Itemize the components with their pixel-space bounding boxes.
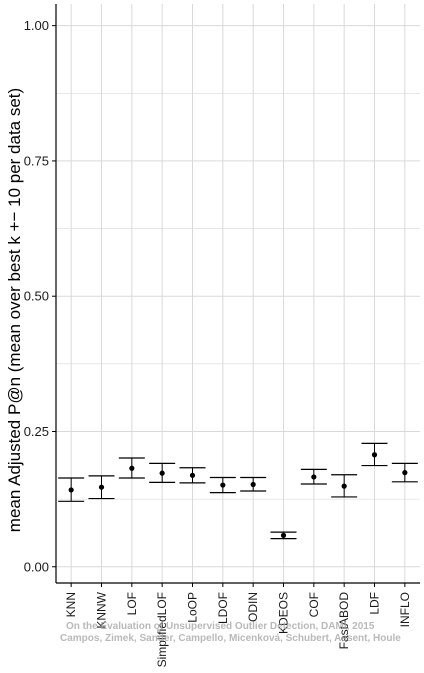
errorbar-2 (118, 457, 145, 479)
mean-point-4 (189, 472, 196, 478)
mean-point-10 (371, 452, 378, 458)
errorbar-7 (270, 531, 297, 540)
watermark-line-1: On the Evaluation of Unsupervised Outlie… (66, 621, 375, 632)
mean-point-5 (220, 482, 226, 488)
x-tick-label-5: LDOF (216, 592, 230, 624)
x-tick-label-4: LoOP (186, 592, 200, 623)
x-tick-label-9: FastABOD (337, 592, 351, 650)
x-tick-label-8: COF (307, 592, 321, 617)
errorbar-4 (179, 467, 206, 484)
y-axis-ticks: 0.00 0.25 0.50 0.75 1.00 (24, 18, 56, 574)
errorbar-3 (149, 462, 176, 483)
errorbar-10 (361, 442, 388, 467)
mean-point-11 (402, 470, 408, 476)
mean-point-7 (280, 532, 287, 538)
axes (55, 4, 420, 584)
y-axis-title: mean Adjusted P@n (mean over best k +− 1… (5, 88, 24, 532)
y-tick-label-3: 0.75 (24, 153, 49, 168)
watermark-line-2: Campos, Zimek, Sander, Campello, Micenko… (60, 633, 401, 644)
x-axis-ticks: KNN KNNW LOF SimplifiedLOF LoOP LDOF ODIN KDEOS… (64, 583, 412, 667)
y-tick-label-0: 0.00 (24, 559, 49, 574)
errorbar-11 (391, 462, 418, 483)
errorbar-6 (240, 476, 267, 492)
x-tick-label-0: KNN (64, 592, 78, 617)
x-tick-label-7: KDEOS (277, 592, 291, 634)
mean-point-8 (311, 474, 317, 480)
y-tick-label-1: 0.25 (24, 424, 49, 439)
x-tick-label-11: INFLO (398, 592, 412, 627)
x-tick-label-10: LDF (368, 592, 382, 615)
y-tick-label-2: 0.50 (24, 289, 49, 304)
error-bar-series (58, 442, 418, 540)
x-tick-label-1: KNNW (95, 591, 109, 628)
x-tick-label-3: SimplifiedLOF (155, 592, 169, 667)
x-tick-label-2: LOF (125, 592, 139, 615)
grid-lines (56, 4, 420, 583)
errorbar-1 (88, 475, 115, 500)
errorbar-9 (331, 474, 358, 498)
mean-point-2 (129, 465, 135, 471)
errorbar-0 (58, 477, 85, 502)
x-tick-label-6: ODIN (246, 592, 260, 622)
mean-point-9 (341, 483, 347, 489)
errorbar-5 (209, 476, 236, 494)
errorbar-8 (300, 468, 327, 485)
y-tick-label-4: 1.00 (24, 18, 49, 33)
mean-point-0 (68, 487, 74, 493)
mean-point-1 (98, 484, 105, 490)
mean-point-3 (159, 470, 165, 476)
mean-point-6 (250, 481, 256, 488)
